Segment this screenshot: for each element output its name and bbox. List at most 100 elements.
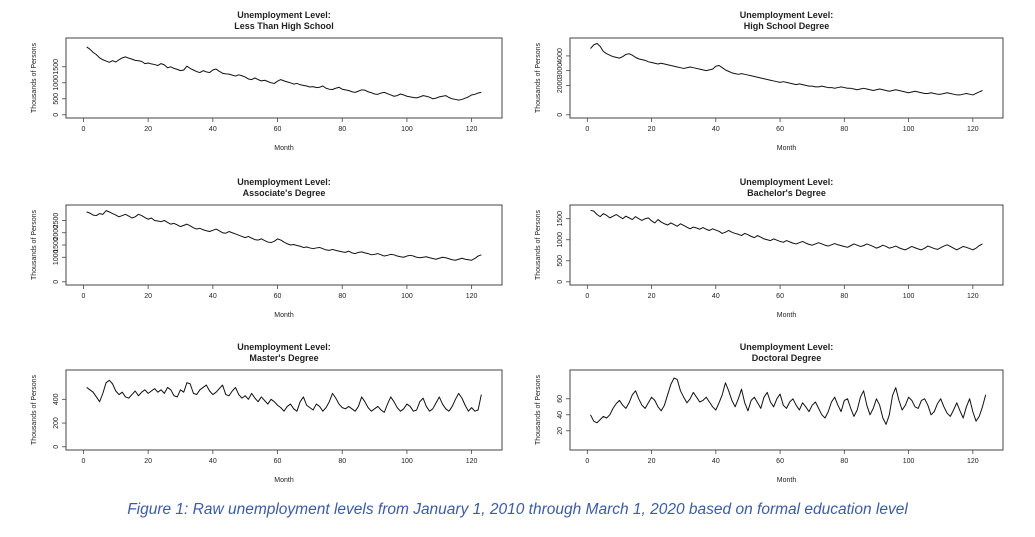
x-tick-label: 100 xyxy=(903,126,915,133)
y-tick-label: 1000 xyxy=(557,232,564,248)
x-tick-label: 40 xyxy=(209,126,217,133)
y-tick-label: 2500 xyxy=(53,213,60,229)
y-tick-label: 2000 xyxy=(53,225,60,241)
y-tick-label: 20 xyxy=(557,427,564,435)
x-tick-label: 40 xyxy=(209,293,217,300)
x-tick-label: 0 xyxy=(81,126,85,133)
panel-5: Unemployment Level:Master's Degree 0 20 40 6… xyxy=(31,342,503,484)
x-axis-label: Month xyxy=(274,145,294,152)
x-tick-label: 40 xyxy=(712,126,720,133)
y-tick-label: 0 xyxy=(53,445,60,449)
x-tick-label: 100 xyxy=(401,126,413,133)
y-tick-label: 1000 xyxy=(53,75,60,91)
y-axis-label: Thousands of Persons xyxy=(31,42,38,113)
series-line xyxy=(590,42,983,96)
x-axis-label: Month xyxy=(274,477,294,484)
x-axis-label: Month xyxy=(777,477,797,484)
panel-title-line: Unemployment Level: xyxy=(740,10,834,20)
y-tick-label: 1000 xyxy=(53,249,60,265)
y-tick-label: 500 xyxy=(557,255,564,267)
x-axis-label: Month xyxy=(274,312,294,319)
x-tick-label: 0 xyxy=(585,458,589,465)
series-line xyxy=(590,377,987,425)
plot-frame xyxy=(65,37,503,119)
series-line xyxy=(86,46,482,101)
plot-frame xyxy=(569,204,1004,286)
y-tick-label: 4000 xyxy=(557,48,564,64)
y-tick-label: 400 xyxy=(53,393,60,405)
y-tick-label: 0 xyxy=(53,280,60,284)
x-tick-label: 60 xyxy=(776,293,784,300)
x-tick-label: 100 xyxy=(903,293,915,300)
y-axis-label: Thousands of Persons xyxy=(535,209,542,280)
panel-4: Unemployment Level:Bachelor's Degree 0 20 4… xyxy=(535,177,1004,319)
x-tick-label: 120 xyxy=(967,126,979,133)
panel-title-line: Less Than High School xyxy=(234,21,334,31)
y-tick-label: 1500 xyxy=(53,237,60,253)
x-tick-label: 60 xyxy=(776,458,784,465)
plot-frame xyxy=(65,369,503,451)
x-tick-label: 20 xyxy=(144,126,152,133)
plot-frame xyxy=(569,369,1004,451)
x-tick-label: 20 xyxy=(648,293,656,300)
x-tick-label: 0 xyxy=(585,293,589,300)
panel-title-line: Unemployment Level: xyxy=(237,342,331,352)
x-tick-label: 100 xyxy=(903,458,915,465)
x-tick-label: 100 xyxy=(401,293,413,300)
x-tick-label: 0 xyxy=(81,458,85,465)
y-axis-label: Thousands of Persons xyxy=(535,374,542,445)
x-axis-label: Month xyxy=(777,145,797,152)
plot-frame xyxy=(569,37,1004,119)
y-tick-label: 40 xyxy=(557,411,564,419)
x-tick-label: 20 xyxy=(144,458,152,465)
figure-caption: Figure 1: Raw unemployment levels from J… xyxy=(127,501,908,518)
panel-title-line: Unemployment Level: xyxy=(237,10,331,20)
x-axis-label: Month xyxy=(777,312,797,319)
panel-1: Unemployment Level:Less Than High School… xyxy=(31,10,503,152)
x-tick-label: 60 xyxy=(274,293,282,300)
y-tick-label: 0 xyxy=(53,113,60,117)
y-tick-label: 60 xyxy=(557,395,564,403)
panel-title-line: High School Degree xyxy=(744,21,830,31)
panel-title-line: Master's Degree xyxy=(249,353,318,363)
x-tick-label: 60 xyxy=(274,458,282,465)
panel-title-line: Unemployment Level: xyxy=(740,177,834,187)
panel-title-line: Associate's Degree xyxy=(243,188,326,198)
panel-6: Unemployment Level:Doctoral Degree 0 20 40 6… xyxy=(535,342,1004,484)
x-tick-label: 40 xyxy=(209,458,217,465)
x-tick-label: 0 xyxy=(81,293,85,300)
panel-title-line: Unemployment Level: xyxy=(237,177,331,187)
x-tick-label: 60 xyxy=(274,126,282,133)
x-tick-label: 20 xyxy=(144,293,152,300)
series-line xyxy=(86,210,482,261)
y-axis-label: Thousands of Persons xyxy=(31,374,38,445)
panel-title-line: Doctoral Degree xyxy=(752,353,822,363)
x-tick-label: 0 xyxy=(585,126,589,133)
x-tick-label: 120 xyxy=(466,126,478,133)
x-tick-label: 80 xyxy=(840,458,848,465)
panel-title-line: Unemployment Level: xyxy=(740,342,834,352)
series-line xyxy=(86,379,482,413)
x-tick-label: 20 xyxy=(648,126,656,133)
x-tick-label: 120 xyxy=(967,458,979,465)
panel-2: Unemployment Level:High School Degree 0 20… xyxy=(535,10,1004,152)
x-tick-label: 80 xyxy=(840,126,848,133)
y-tick-label: 3000 xyxy=(557,63,564,79)
x-tick-label: 120 xyxy=(466,293,478,300)
y-axis-label: Thousands of Persons xyxy=(31,209,38,280)
x-tick-label: 80 xyxy=(338,126,346,133)
x-tick-label: 40 xyxy=(712,293,720,300)
panel-title-line: Bachelor's Degree xyxy=(747,188,826,198)
y-tick-label: 1500 xyxy=(53,59,60,75)
x-tick-label: 120 xyxy=(466,458,478,465)
y-tick-label: 2000 xyxy=(557,77,564,93)
y-axis-label: Thousands of Persons xyxy=(535,42,542,113)
series-line xyxy=(590,209,983,251)
x-tick-label: 20 xyxy=(648,458,656,465)
y-tick-label: 0 xyxy=(557,113,564,117)
y-tick-label: 0 xyxy=(557,280,564,284)
y-tick-label: 1500 xyxy=(557,211,564,227)
x-tick-label: 80 xyxy=(338,458,346,465)
y-tick-label: 200 xyxy=(53,417,60,429)
